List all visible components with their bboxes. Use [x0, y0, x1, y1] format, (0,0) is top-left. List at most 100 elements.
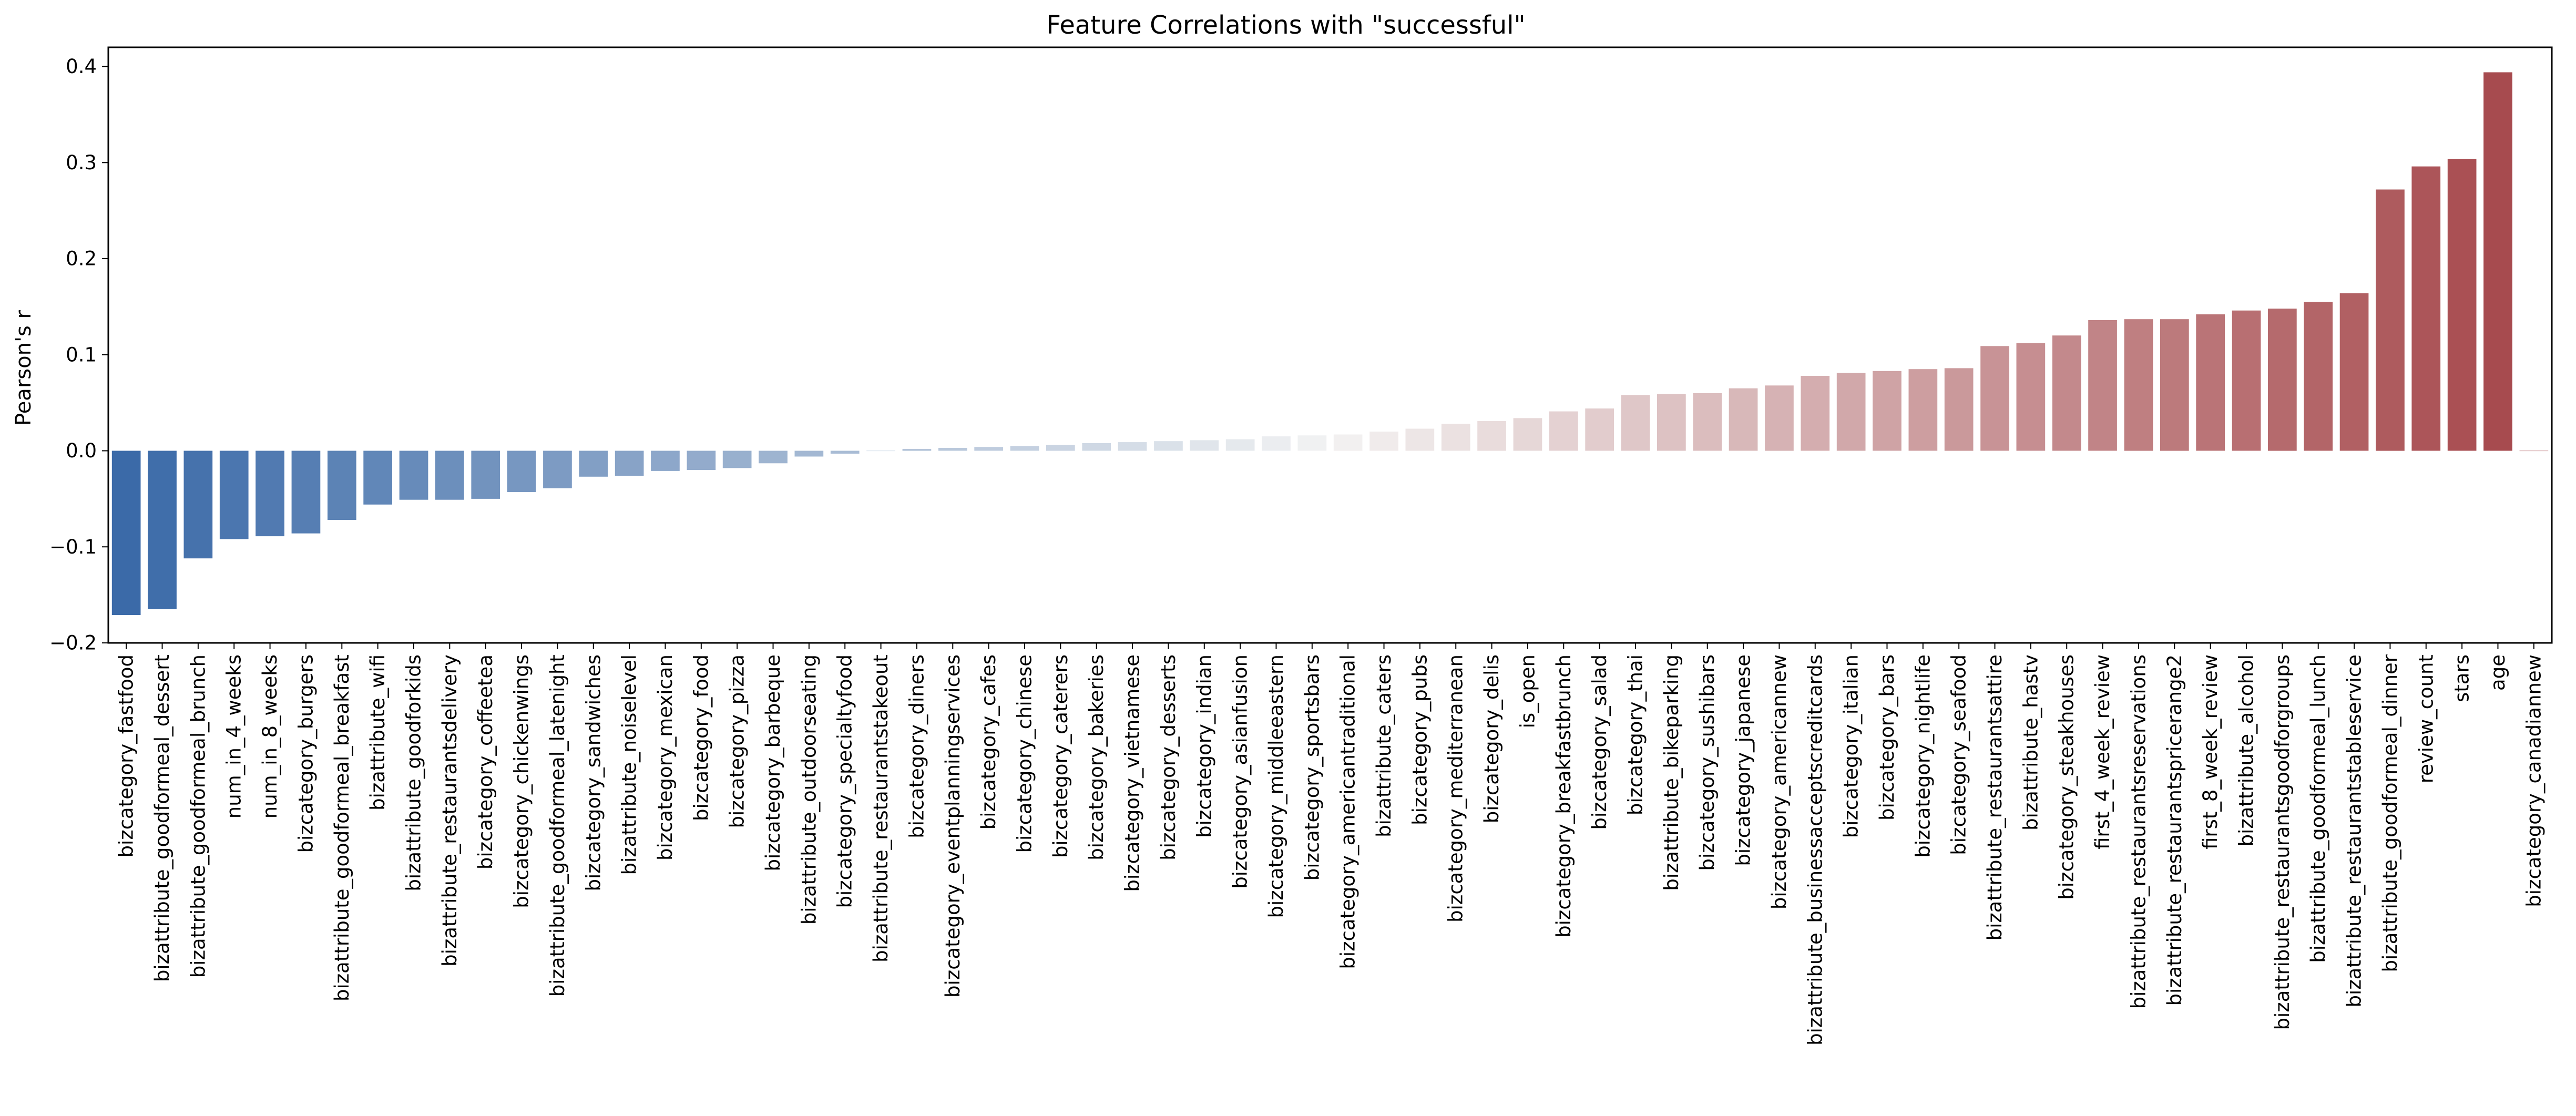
x-tick-label: bizattribute_goodforkids [403, 654, 425, 892]
bar-first_4_week_review [2088, 320, 2117, 451]
bar-bizattribute_alcohol [2232, 310, 2261, 451]
bar-bizcategory_vietnamese [1118, 442, 1147, 451]
x-tick-label: review_count [2415, 654, 2437, 783]
x-tick-label: first_4_week_review [2091, 654, 2114, 849]
bar-bizcategory_mediterranean [1441, 424, 1470, 451]
x-tick-label: bizcategory_food [690, 654, 712, 821]
bar-bizcategory_steakhouses [2052, 335, 2081, 451]
bars-group [111, 72, 2549, 615]
x-tick-label: bizcategory_sushibars [1696, 654, 1719, 871]
x-tick-label: bizcategory_sportsbars [1301, 654, 1323, 880]
x-tick-label: bizcategory_asianfusion [1229, 654, 1252, 889]
x-tick-label: bizattribute_businessacceptscreditcards [1804, 654, 1826, 1046]
bar-bizcategory_eventplanningservices [938, 448, 967, 451]
x-tick-label: bizcategory_bakeries [1085, 654, 1108, 861]
x-tick-label: bizcategory_breakfastbrunch [1552, 654, 1575, 938]
x-tick-label: stars [2451, 654, 2473, 702]
bar-bizattribute_restaurantstableservice [2339, 293, 2369, 451]
bar-bizattribute_goodformeal_dessert [148, 451, 177, 609]
x-tick-label: bizattribute_goodformeal_brunch [187, 654, 209, 978]
x-tick-label: bizattribute_restaurantsgoodforgroups [2271, 654, 2294, 1030]
bar-bizattribute_caters [1369, 432, 1398, 451]
x-tick-label: bizcategory_mediterranean [1445, 654, 1467, 923]
x-tick-label: bizcategory_italian [1840, 654, 1863, 838]
x-tick-label: bizattribute_noiselevel [618, 654, 641, 875]
bar-bizattribute_bikeparking [1657, 394, 1686, 451]
x-tick-label: bizcategory_thai [1624, 654, 1647, 815]
y-axis-ticks: −0.2 −0.1 0.0 0.1 0.2 0.3 0.4 [49, 55, 108, 654]
bar-bizcategory_nightlife [1908, 369, 1938, 451]
x-tick-label: bizattribute_outdoorseating [798, 654, 820, 925]
bar-bizcategory_food [687, 451, 716, 470]
x-tick-label: bizattribute_goodformeal_breakfast [331, 654, 353, 1001]
bar-bizcategory_delis [1477, 421, 1506, 451]
x-tick-label: bizattribute_wifi [366, 654, 389, 811]
bar-bizattribute_restaurantsattire [1980, 346, 2009, 451]
x-tick-label: bizattribute_alcohol [2235, 654, 2258, 846]
bar-bizcategory_salad [1585, 408, 1614, 451]
x-tick-label: bizcategory_nightlife [1911, 654, 1934, 858]
y-axis-label: Pearson's r [12, 310, 36, 425]
bar-stars [2447, 159, 2477, 451]
x-tick-label: bizcategory_steakhouses [2056, 654, 2078, 900]
x-tick-label: bizattribute_goodformeal_dessert [151, 654, 173, 982]
x-tick-label: bizattribute_caters [1373, 654, 1395, 837]
x-tick-label: bizcategory_cafes [977, 654, 1000, 830]
bar-bizattribute_restaurantsreservations [2124, 319, 2153, 451]
bar-bizcategory_pizza [722, 451, 752, 468]
x-tick-label: age [2487, 654, 2509, 691]
bar-bizcategory_diners [902, 448, 932, 451]
bar-bizattribute_restaurantstakeout [866, 451, 895, 452]
y-tick-label: −0.2 [49, 632, 97, 654]
x-tick-label: bizattribute_goodformeal_dinner [2379, 654, 2401, 972]
chart-title: Feature Correlations with "successful" [1046, 11, 1525, 40]
x-tick-label: bizattribute_goodformeal_latenight [546, 654, 569, 997]
bar-bizcategory_pubs [1405, 428, 1435, 451]
y-tick-label: −0.1 [49, 536, 97, 558]
bar-bizcategory_indian [1190, 440, 1219, 451]
x-tick-label: bizcategory_mexican [654, 654, 677, 861]
x-tick-label: bizcategory_indian [1193, 654, 1215, 838]
bar-review_count [2411, 166, 2441, 451]
bar-bizcategory_specialtyfood [830, 451, 860, 454]
x-tick-label: bizcategory_desserts [1157, 654, 1180, 861]
bar-bizcategory_desserts [1154, 441, 1183, 451]
bar-bizcategory_sportsbars [1297, 435, 1327, 451]
x-tick-label: bizcategory_chickenwings [510, 654, 533, 908]
bar-bizattribute_businessacceptscreditcards [1801, 376, 1830, 451]
x-tick-label: bizattribute_restaurantstakeout [870, 654, 892, 963]
bar-bizattribute_hastv [2016, 343, 2046, 451]
bar-bizcategory_americantraditional [1333, 434, 1363, 451]
bar-bizattribute_goodformeal_lunch [2304, 302, 2333, 451]
x-tick-label: bizcategory_specialtyfood [834, 654, 856, 908]
x-tick-label: bizcategory_fastfood [115, 654, 138, 857]
bar-bizcategory_chickenwings [507, 451, 536, 493]
x-tick-label: bizcategory_vietnamese [1121, 654, 1144, 892]
x-tick-label: bizcategory_sandwiches [582, 654, 605, 891]
bar-age [2483, 72, 2512, 451]
bar-bizcategory_sandwiches [579, 451, 608, 477]
x-tick-label: bizattribute_hastv [2019, 654, 2042, 831]
bar-bizcategory_chinese [1010, 446, 1039, 451]
bar-bizcategory_canadiannew [2519, 451, 2549, 452]
bar-num_in_8_weeks [255, 451, 284, 537]
x-tick-label: bizcategory_caterers [1049, 654, 1072, 858]
bar-bizcategory_bars [1873, 371, 1902, 451]
bar-bizcategory_breakfastbrunch [1549, 411, 1578, 451]
x-tick-label: bizcategory_americannew [1768, 654, 1791, 909]
bar-bizcategory_burgers [291, 451, 321, 534]
x-tick-label: bizcategory_pubs [1408, 654, 1431, 825]
y-tick-label: 0.3 [66, 151, 97, 174]
x-tick-label: bizcategory_bars [1876, 654, 1898, 821]
bar-bizattribute_restaurantsdelivery [435, 451, 464, 500]
bar-bizcategory_asianfusion [1225, 439, 1255, 451]
bar-bizattribute_goodformeal_dinner [2376, 189, 2405, 451]
bar-is_open [1513, 418, 1542, 451]
x-tick-label: bizcategory_pizza [726, 654, 749, 828]
x-tick-label: bizattribute_goodformeal_lunch [2307, 654, 2329, 963]
bar-bizattribute_restaurantspricerange2 [2160, 319, 2189, 451]
bar-bizcategory_thai [1621, 395, 1650, 451]
bar-bizcategory_mexican [651, 451, 680, 471]
bar-bizattribute_restaurantsgoodforgroups [2268, 309, 2297, 451]
